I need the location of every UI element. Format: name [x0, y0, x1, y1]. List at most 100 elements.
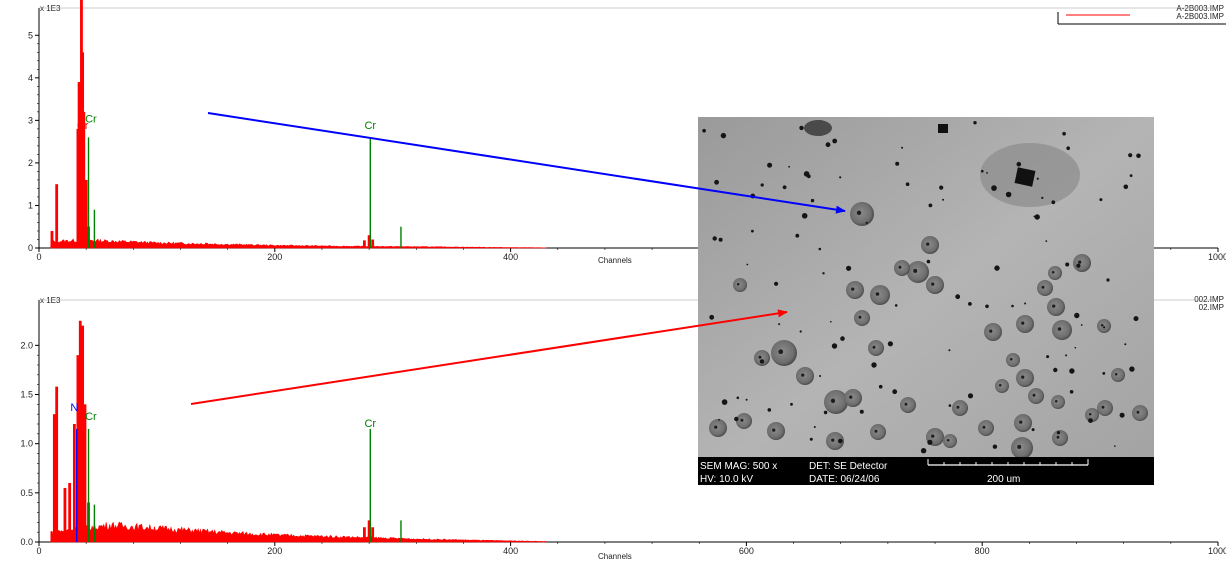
- sem-pit-core: [851, 287, 855, 291]
- sem-particle: [1033, 215, 1036, 218]
- sem-corrosion-pit: [1051, 395, 1065, 409]
- bottom-spectrum-continuum: [50, 521, 547, 543]
- sem-pit-core: [1078, 260, 1082, 264]
- sem-pit-core: [872, 345, 876, 349]
- sem-pit-core: [1021, 321, 1025, 325]
- sem-particle: [774, 281, 779, 286]
- sem-pit-core: [1021, 375, 1025, 379]
- sem-corrosion-pit: [978, 420, 994, 436]
- sem-particle: [955, 294, 961, 300]
- sem-particle: [790, 402, 793, 406]
- sem-particle: [788, 165, 790, 168]
- sem-particle: [1102, 372, 1106, 375]
- top-spectrum-continuum: [50, 238, 547, 249]
- sem-particle: [894, 304, 898, 307]
- sem-pit-core: [1057, 327, 1062, 331]
- bottom-spectrum-peak: [52, 414, 56, 542]
- sem-particle: [782, 185, 787, 190]
- sem-particle: [822, 272, 825, 275]
- sem-corrosion-pit: [894, 260, 910, 276]
- sem-particle: [1011, 304, 1014, 308]
- sem-particle: [994, 265, 1000, 271]
- sem-corrosion-pit: [733, 278, 747, 292]
- sem-particle: [760, 183, 764, 187]
- sem-particle: [1074, 312, 1080, 319]
- sem-pit-core: [913, 268, 918, 273]
- sem-pit-core: [931, 282, 935, 286]
- sem-particle: [948, 404, 952, 407]
- sem-particle: [1103, 326, 1106, 329]
- sem-pit-core: [1101, 405, 1105, 409]
- bottom-x-tick-label: 800: [975, 546, 990, 556]
- bottom-spectrum-peak: [68, 483, 72, 542]
- sem-particle: [992, 444, 998, 449]
- sem-particle: [799, 125, 804, 131]
- sem-corrosion-pit: [1085, 408, 1099, 422]
- sem-pit-core: [758, 355, 762, 359]
- sem-corrosion-pit: [854, 310, 870, 326]
- sem-particle: [1074, 346, 1077, 349]
- sem-particle: [939, 185, 944, 190]
- sem-particle: [920, 448, 927, 454]
- sem-micrograph: SEM MAG: 500 x DET: SE Detector HV: 10.0…: [698, 117, 1154, 485]
- top-x-tick-label: 200: [267, 252, 282, 262]
- top-y-tick-label: 5: [28, 30, 33, 40]
- sem-pit-core: [946, 439, 950, 442]
- bottom-x-tick-label: 1000: [1208, 546, 1226, 556]
- sem-particle: [967, 393, 974, 399]
- top-spectrum-peak: [371, 239, 375, 248]
- sem-particle: [968, 302, 972, 306]
- sem-scale-bar: [927, 459, 1089, 466]
- sem-particle: [734, 416, 739, 422]
- sem-corrosion-pit: [824, 390, 848, 414]
- sem-pit-core: [998, 384, 1002, 387]
- top-x-tick-label: 1000: [1208, 252, 1226, 262]
- sem-particle: [927, 439, 933, 445]
- sem-particle: [720, 132, 727, 139]
- top-spectrum-peak: [77, 82, 81, 248]
- sem-particle: [892, 389, 898, 395]
- sem-corrosion-pit: [900, 397, 916, 413]
- sem-scale-label: 200 um: [987, 474, 1020, 485]
- top-peak-label: Cr: [364, 120, 376, 132]
- sem-corrosion-pit: [771, 340, 797, 366]
- sem-corrosion-pit: [1047, 298, 1065, 316]
- sem-corrosion-pit: [943, 434, 957, 448]
- sem-particle: [810, 198, 815, 203]
- sem-particle: [1069, 368, 1075, 374]
- sem-pit-core: [736, 283, 740, 286]
- top-spectrum-peak: [367, 235, 371, 248]
- sem-pit-core: [1056, 435, 1060, 439]
- sem-particle: [718, 418, 720, 421]
- sem-corrosion-pit: [754, 350, 770, 366]
- sem-pit-core: [1009, 358, 1013, 361]
- top-spectrum-peak: [205, 242, 208, 248]
- bottom-spectrum-peak: [400, 538, 404, 542]
- bottom-legend-entry-1: 002.IMP: [1194, 295, 1224, 304]
- top-scale-label: x 1E3: [40, 4, 61, 13]
- sem-pit-core: [772, 428, 776, 432]
- bottom-spectrum-peak: [63, 487, 67, 542]
- bottom-spectrum-peak: [371, 527, 375, 542]
- bottom-peak-label: Cr: [364, 418, 376, 430]
- sem-corrosion-pit: [1028, 388, 1044, 404]
- sem-particle: [1062, 131, 1066, 136]
- bottom-y-tick-label: 0.5: [20, 488, 33, 498]
- bottom-peak-label: N: [70, 402, 78, 414]
- bottom-legend-entry-2: 02.IMP: [1199, 303, 1224, 312]
- sem-pit-core: [1100, 324, 1104, 327]
- sem-particle: [832, 138, 838, 144]
- sem-corrosion-pit: [736, 413, 752, 429]
- sem-particle: [759, 359, 765, 364]
- sem-corrosion-pit: [1132, 405, 1148, 421]
- sem-particle: [819, 375, 822, 377]
- bottom-spectrum-peak: [83, 404, 87, 542]
- sem-particle: [1065, 354, 1068, 357]
- sem-corrosion-pit: [921, 236, 939, 254]
- sem-pit-core: [740, 418, 744, 422]
- sem-pit-core: [831, 438, 835, 442]
- sem-detector: DET: SE Detector: [809, 461, 888, 472]
- sem-particle: [714, 179, 719, 185]
- sem-particle: [1046, 355, 1050, 359]
- sem-corrosion-pit: [1097, 319, 1111, 333]
